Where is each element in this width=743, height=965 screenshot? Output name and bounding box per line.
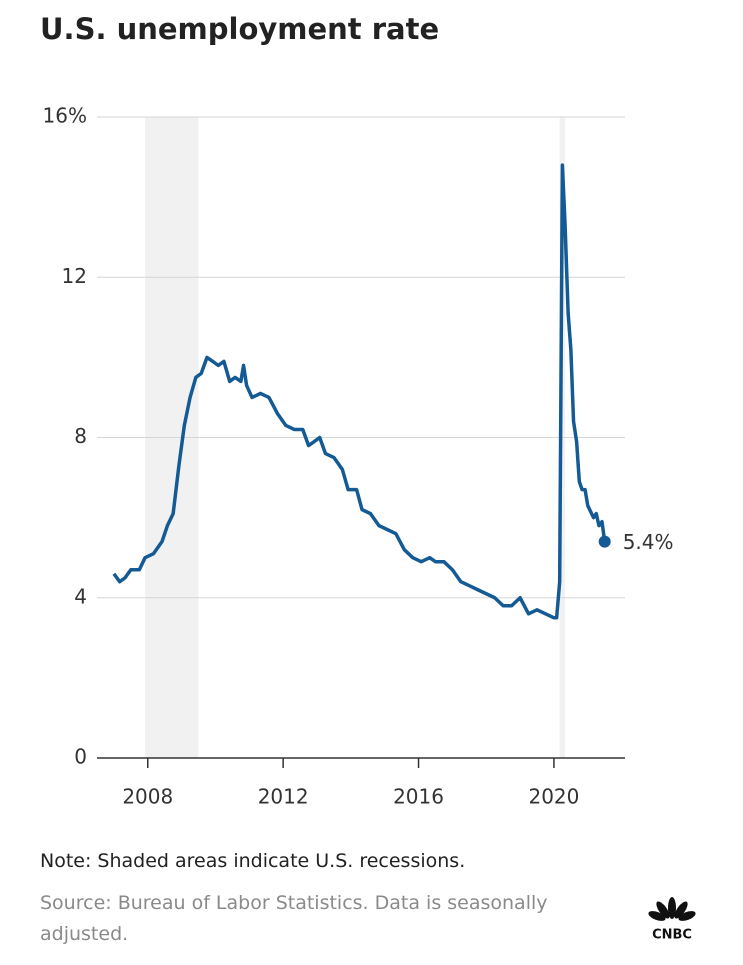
line	[112, 163, 607, 620]
chart-title: U.S. unemployment rate	[40, 12, 440, 46]
logo-text: CNBC	[652, 928, 692, 943]
logo-peacock	[648, 897, 696, 921]
x-tick-label: 2012	[258, 785, 309, 809]
y-tick-label: 12	[62, 264, 87, 288]
source: Source: Bureau of Labor Statistics. Data…	[40, 892, 548, 945]
x-tick-label: 2020	[528, 785, 579, 809]
end-point	[598, 535, 611, 548]
logo: CNBC	[648, 897, 696, 943]
x-tick-label: 2016	[393, 785, 444, 809]
value-label: 5.4%	[623, 530, 674, 554]
y-tick-label: 4	[74, 584, 87, 608]
chart: 16% 12 8 4 0 2008 2012 2016 2020 5.4%	[43, 104, 674, 809]
x-tick-label: 2008	[122, 785, 173, 809]
y-tick-label: 16%	[43, 104, 87, 128]
y-tick-label: 0	[74, 745, 87, 769]
y-tick-label: 8	[74, 424, 87, 448]
note: Note: Shaded areas indicate U.S. recessi…	[40, 850, 466, 872]
